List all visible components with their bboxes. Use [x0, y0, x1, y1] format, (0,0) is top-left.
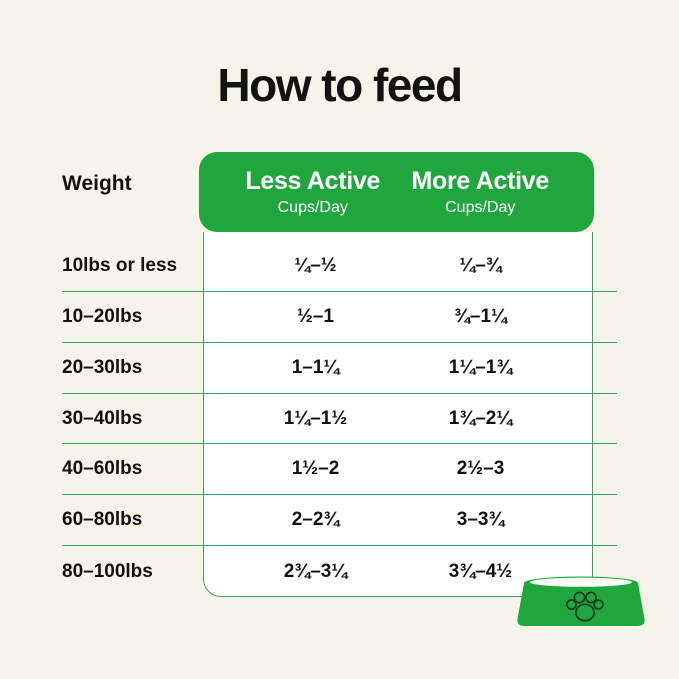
less-active-cell: 1–1¼	[291, 356, 340, 378]
weight-cell: 10lbs or less	[62, 254, 178, 276]
table-row: 40–60lbs 1½–2 2½–3	[62, 444, 617, 496]
table-row: 10–20lbs ½–1 ¾–1¼	[62, 292, 617, 343]
less-active-cell: ¼–½	[294, 254, 337, 276]
page-title: How to feed	[217, 59, 463, 111]
weight-cell: 30–40lbs	[62, 407, 143, 429]
weight-cell: 20–30lbs	[62, 356, 143, 378]
less-active-cell: 2–2¾	[291, 509, 340, 531]
column-label: More Active	[411, 167, 550, 195]
less-active-cell: 1¼–1½	[283, 407, 348, 429]
weight-cell: 10–20lbs	[62, 305, 143, 327]
less-active-cell: 2¾–3¼	[283, 560, 348, 582]
weight-cell: 40–60lbs	[62, 458, 143, 480]
more-active-cell: 2½–3	[456, 458, 505, 480]
more-active-cell: 3–3¾	[456, 509, 505, 531]
column-header-less-active: Less Active Cups/Day	[229, 167, 397, 217]
table-row: 20–30lbs 1–1¼ 1¼–1¾	[62, 343, 617, 394]
table-card	[203, 232, 593, 597]
column-header-more-active: More Active Cups/Day	[397, 167, 565, 217]
weight-cell: 60–80lbs	[62, 509, 143, 531]
table-row: 80–100lbs 2¾–3¼ 3¾–4½	[62, 546, 617, 597]
column-subtitle: Cups/Day	[277, 199, 348, 216]
dog-bowl-icon	[517, 576, 645, 626]
column-label: Less Active	[245, 167, 381, 195]
table-header-banner: Less Active Cups/Day More Active Cups/Da…	[199, 152, 594, 232]
table-row: 30–40lbs 1¼–1½ 1¾–2¼	[62, 394, 617, 445]
less-active-cell: 1½–2	[291, 458, 340, 480]
more-active-cell: 3¾–4½	[448, 560, 513, 582]
more-active-cell: 1¾–2¼	[448, 407, 513, 429]
feeding-table: 10lbs or less ¼–½ ¼–¾ 10–20lbs ½–1 ¾–1¼ …	[62, 232, 617, 597]
weight-column-header: Weight	[62, 172, 132, 195]
weight-cell: 80–100lbs	[62, 560, 153, 582]
column-subtitle: Cups/Day	[445, 199, 516, 216]
more-active-cell: 1¼–1¾	[448, 356, 513, 378]
table-row: 10lbs or less ¼–½ ¼–¾	[62, 232, 617, 292]
more-active-cell: ¾–1¼	[454, 305, 507, 327]
paw-print-icon	[566, 591, 604, 622]
less-active-cell: ½–1	[297, 305, 334, 327]
more-active-cell: ¼–¾	[459, 254, 502, 276]
table-row: 60–80lbs 2–2¾ 3–3¾	[62, 495, 617, 547]
